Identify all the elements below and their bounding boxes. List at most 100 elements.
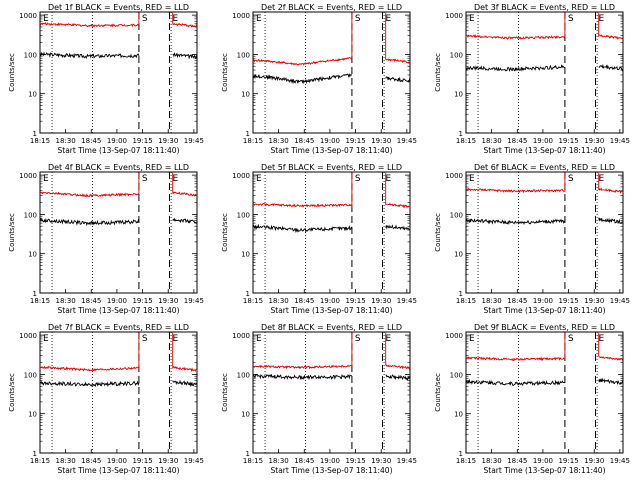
x-axis-label: Start Time (13-Sep-07 18:11:40): [484, 466, 606, 475]
event-marker-label: S: [355, 174, 361, 184]
x-tick-label: 19:15: [558, 297, 578, 305]
x-tick-label: 18:45: [294, 297, 314, 305]
y-tick-label: 1000: [232, 172, 250, 180]
x-tick-label: 19:30: [158, 457, 178, 465]
event-marker-label: E: [256, 14, 262, 24]
plot-frame: [252, 11, 411, 134]
panel-title: Det 2f BLACK = Events, RED = LLD: [261, 3, 402, 12]
panel-title: Det 5f BLACK = Events, RED = LLD: [261, 163, 402, 172]
y-axis-label: Counts/sec: [434, 53, 442, 92]
events-series-line: [252, 223, 353, 234]
x-tick-label: 19:45: [397, 137, 417, 145]
x-tick-label: 18:30: [482, 297, 502, 305]
x-tick-label: 19:00: [320, 297, 340, 305]
x-tick-label: 19:30: [584, 297, 604, 305]
x-tick-label: 18:45: [81, 137, 101, 145]
event-marker-label: E: [386, 334, 392, 344]
lld-series-line: [39, 332, 140, 372]
x-tick-label: 18:45: [507, 457, 527, 465]
event-marker-label: E: [386, 174, 392, 184]
x-tick-label: 19:15: [345, 137, 365, 145]
y-tick-label: 1000: [19, 12, 37, 20]
x-tick-label: 18:15: [243, 137, 263, 145]
y-tick-label: 100: [237, 371, 250, 379]
panel-title: Det 7f BLACK = Events, RED = LLD: [48, 323, 189, 332]
lld-series-line: [465, 172, 566, 194]
lld-series-line: [385, 172, 411, 209]
y-tick-label: 10: [454, 251, 463, 259]
events-series-line: [252, 373, 353, 381]
plot-frame: [465, 331, 624, 454]
lld-series-line: [252, 172, 353, 208]
event-marker-label: S: [568, 174, 574, 184]
plot-frame: [252, 171, 411, 294]
x-tick-label: 19:45: [610, 137, 630, 145]
y-tick-label: 1: [246, 450, 250, 458]
event-marker-label: E: [173, 14, 179, 24]
x-tick-label: 19:15: [558, 457, 578, 465]
x-tick-label: 18:45: [507, 297, 527, 305]
x-tick-label: 18:45: [81, 457, 101, 465]
y-tick-label: 1: [33, 290, 37, 298]
y-axis-label: Counts/sec: [434, 373, 442, 412]
y-tick-label: 1: [246, 290, 250, 298]
y-tick-label: 100: [237, 51, 250, 59]
y-axis-label: Counts/sec: [434, 213, 442, 252]
events-series-line: [39, 217, 140, 227]
x-tick-label: 19:45: [184, 297, 204, 305]
detector-panel: Det 7f BLACK = Events, RED = LLD 1 10 100 10…: [8, 323, 204, 475]
lld-series-line: [252, 332, 353, 370]
event-marker-label: E: [386, 14, 392, 24]
y-tick-label: 100: [450, 371, 463, 379]
panel-title: Det 3f BLACK = Events, RED = LLD: [474, 3, 615, 12]
y-tick-label: 100: [24, 371, 37, 379]
y-tick-label: 1000: [19, 172, 37, 180]
lld-series-line: [598, 172, 624, 194]
detector-panel: Det 3f BLACK = Events, RED = LLD 1 10 100 10…: [434, 3, 630, 155]
x-tick-label: 19:15: [345, 457, 365, 465]
x-tick-label: 19:00: [533, 457, 553, 465]
plot-frame: [39, 331, 198, 454]
lld-series-line: [252, 12, 353, 66]
lld-series-line: [39, 172, 140, 198]
event-marker-label: E: [43, 174, 49, 184]
events-series-line: [465, 64, 566, 73]
panel-title: Det 4f BLACK = Events, RED = LLD: [48, 163, 189, 172]
events-series-line: [465, 218, 566, 226]
event-marker-label: E: [469, 334, 475, 344]
y-axis-label: Counts/sec: [221, 373, 229, 412]
x-axis-label: Start Time (13-Sep-07 18:11:40): [484, 146, 606, 155]
x-axis-label: Start Time (13-Sep-07 18:11:40): [484, 306, 606, 315]
events-series-line: [39, 380, 140, 388]
x-tick-label: 19:30: [584, 137, 604, 145]
x-tick-label: 19:45: [610, 297, 630, 305]
x-tick-label: 18:15: [243, 297, 263, 305]
lld-series-line: [598, 12, 624, 40]
panel-title: Det 8f BLACK = Events, RED = LLD: [261, 323, 402, 332]
x-tick-label: 19:30: [158, 297, 178, 305]
events-series-line: [385, 224, 411, 231]
y-tick-label: 10: [454, 411, 463, 419]
x-tick-label: 18:15: [30, 457, 50, 465]
y-axis-label: Counts/sec: [8, 373, 16, 412]
x-tick-label: 19:45: [184, 137, 204, 145]
y-tick-label: 1: [459, 290, 463, 298]
y-tick-label: 1000: [19, 332, 37, 340]
y-axis-label: Counts/sec: [8, 53, 16, 92]
y-tick-label: 100: [450, 211, 463, 219]
events-series-line: [172, 217, 198, 225]
x-tick-label: 19:45: [610, 457, 630, 465]
events-series-line: [172, 52, 198, 60]
x-axis-label: Start Time (13-Sep-07 18:11:40): [271, 146, 393, 155]
x-tick-label: 19:00: [533, 137, 553, 145]
event-marker-label: E: [469, 14, 475, 24]
event-marker-label: S: [142, 14, 148, 24]
event-marker-label: E: [599, 334, 605, 344]
event-marker-label: S: [142, 174, 148, 184]
event-marker-label: S: [568, 14, 574, 24]
event-marker-label: S: [142, 334, 148, 344]
event-marker-label: S: [355, 334, 361, 344]
detector-panel: Det 8f BLACK = Events, RED = LLD 1 10 100 10…: [221, 323, 417, 475]
